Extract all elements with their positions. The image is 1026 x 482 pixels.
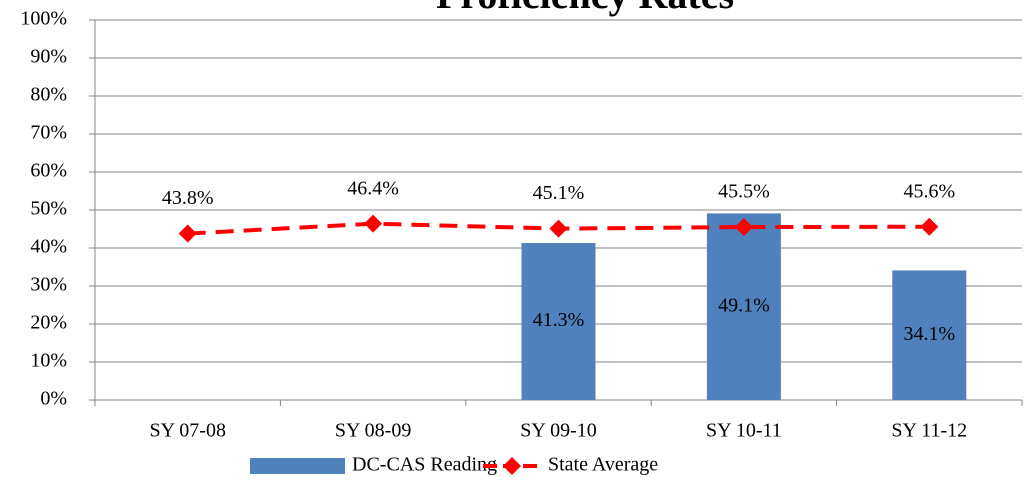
bar [521, 243, 596, 400]
marker [920, 217, 939, 236]
data-label: 45.1% [533, 182, 585, 204]
legend-marker [503, 457, 521, 475]
y-tick-label: 30% [30, 274, 67, 296]
y-tick-label: 70% [30, 122, 67, 144]
y-tick-label: 50% [30, 198, 67, 220]
marker [734, 218, 753, 237]
data-label: 34.1% [903, 323, 955, 345]
legend-label: DC-CAS Reading [352, 454, 497, 476]
y-tick-label: 80% [30, 84, 67, 106]
data-label: 49.1% [718, 294, 770, 316]
data-label: 45.6% [903, 180, 955, 202]
x-tick-label: SY 09-10 [520, 420, 596, 442]
chart-title: Proficiency Rates [436, 0, 734, 17]
data-label: 45.5% [718, 181, 770, 203]
y-tick-label: 40% [30, 236, 67, 258]
data-label: 46.4% [347, 177, 399, 199]
x-tick-label: SY 07-08 [149, 420, 225, 442]
y-tick-label: 0% [40, 388, 67, 410]
legend-label: State Average [548, 454, 658, 476]
x-tick-label: SY 10-11 [706, 420, 782, 442]
marker [364, 214, 383, 233]
y-tick-label: 10% [30, 350, 67, 372]
y-tick-label: 60% [30, 160, 67, 182]
data-label: 43.8% [162, 187, 214, 209]
y-tick-label: 90% [30, 46, 67, 68]
x-tick-label: SY 08-09 [335, 420, 411, 442]
marker [549, 219, 568, 238]
y-tick-label: 100% [20, 8, 67, 30]
x-tick-label: SY 11-12 [891, 420, 967, 442]
y-tick-label: 20% [30, 312, 67, 334]
legend-swatch [250, 458, 345, 474]
bar [892, 270, 967, 400]
bar [706, 213, 781, 400]
marker [178, 224, 197, 243]
data-label: 41.3% [533, 309, 585, 331]
